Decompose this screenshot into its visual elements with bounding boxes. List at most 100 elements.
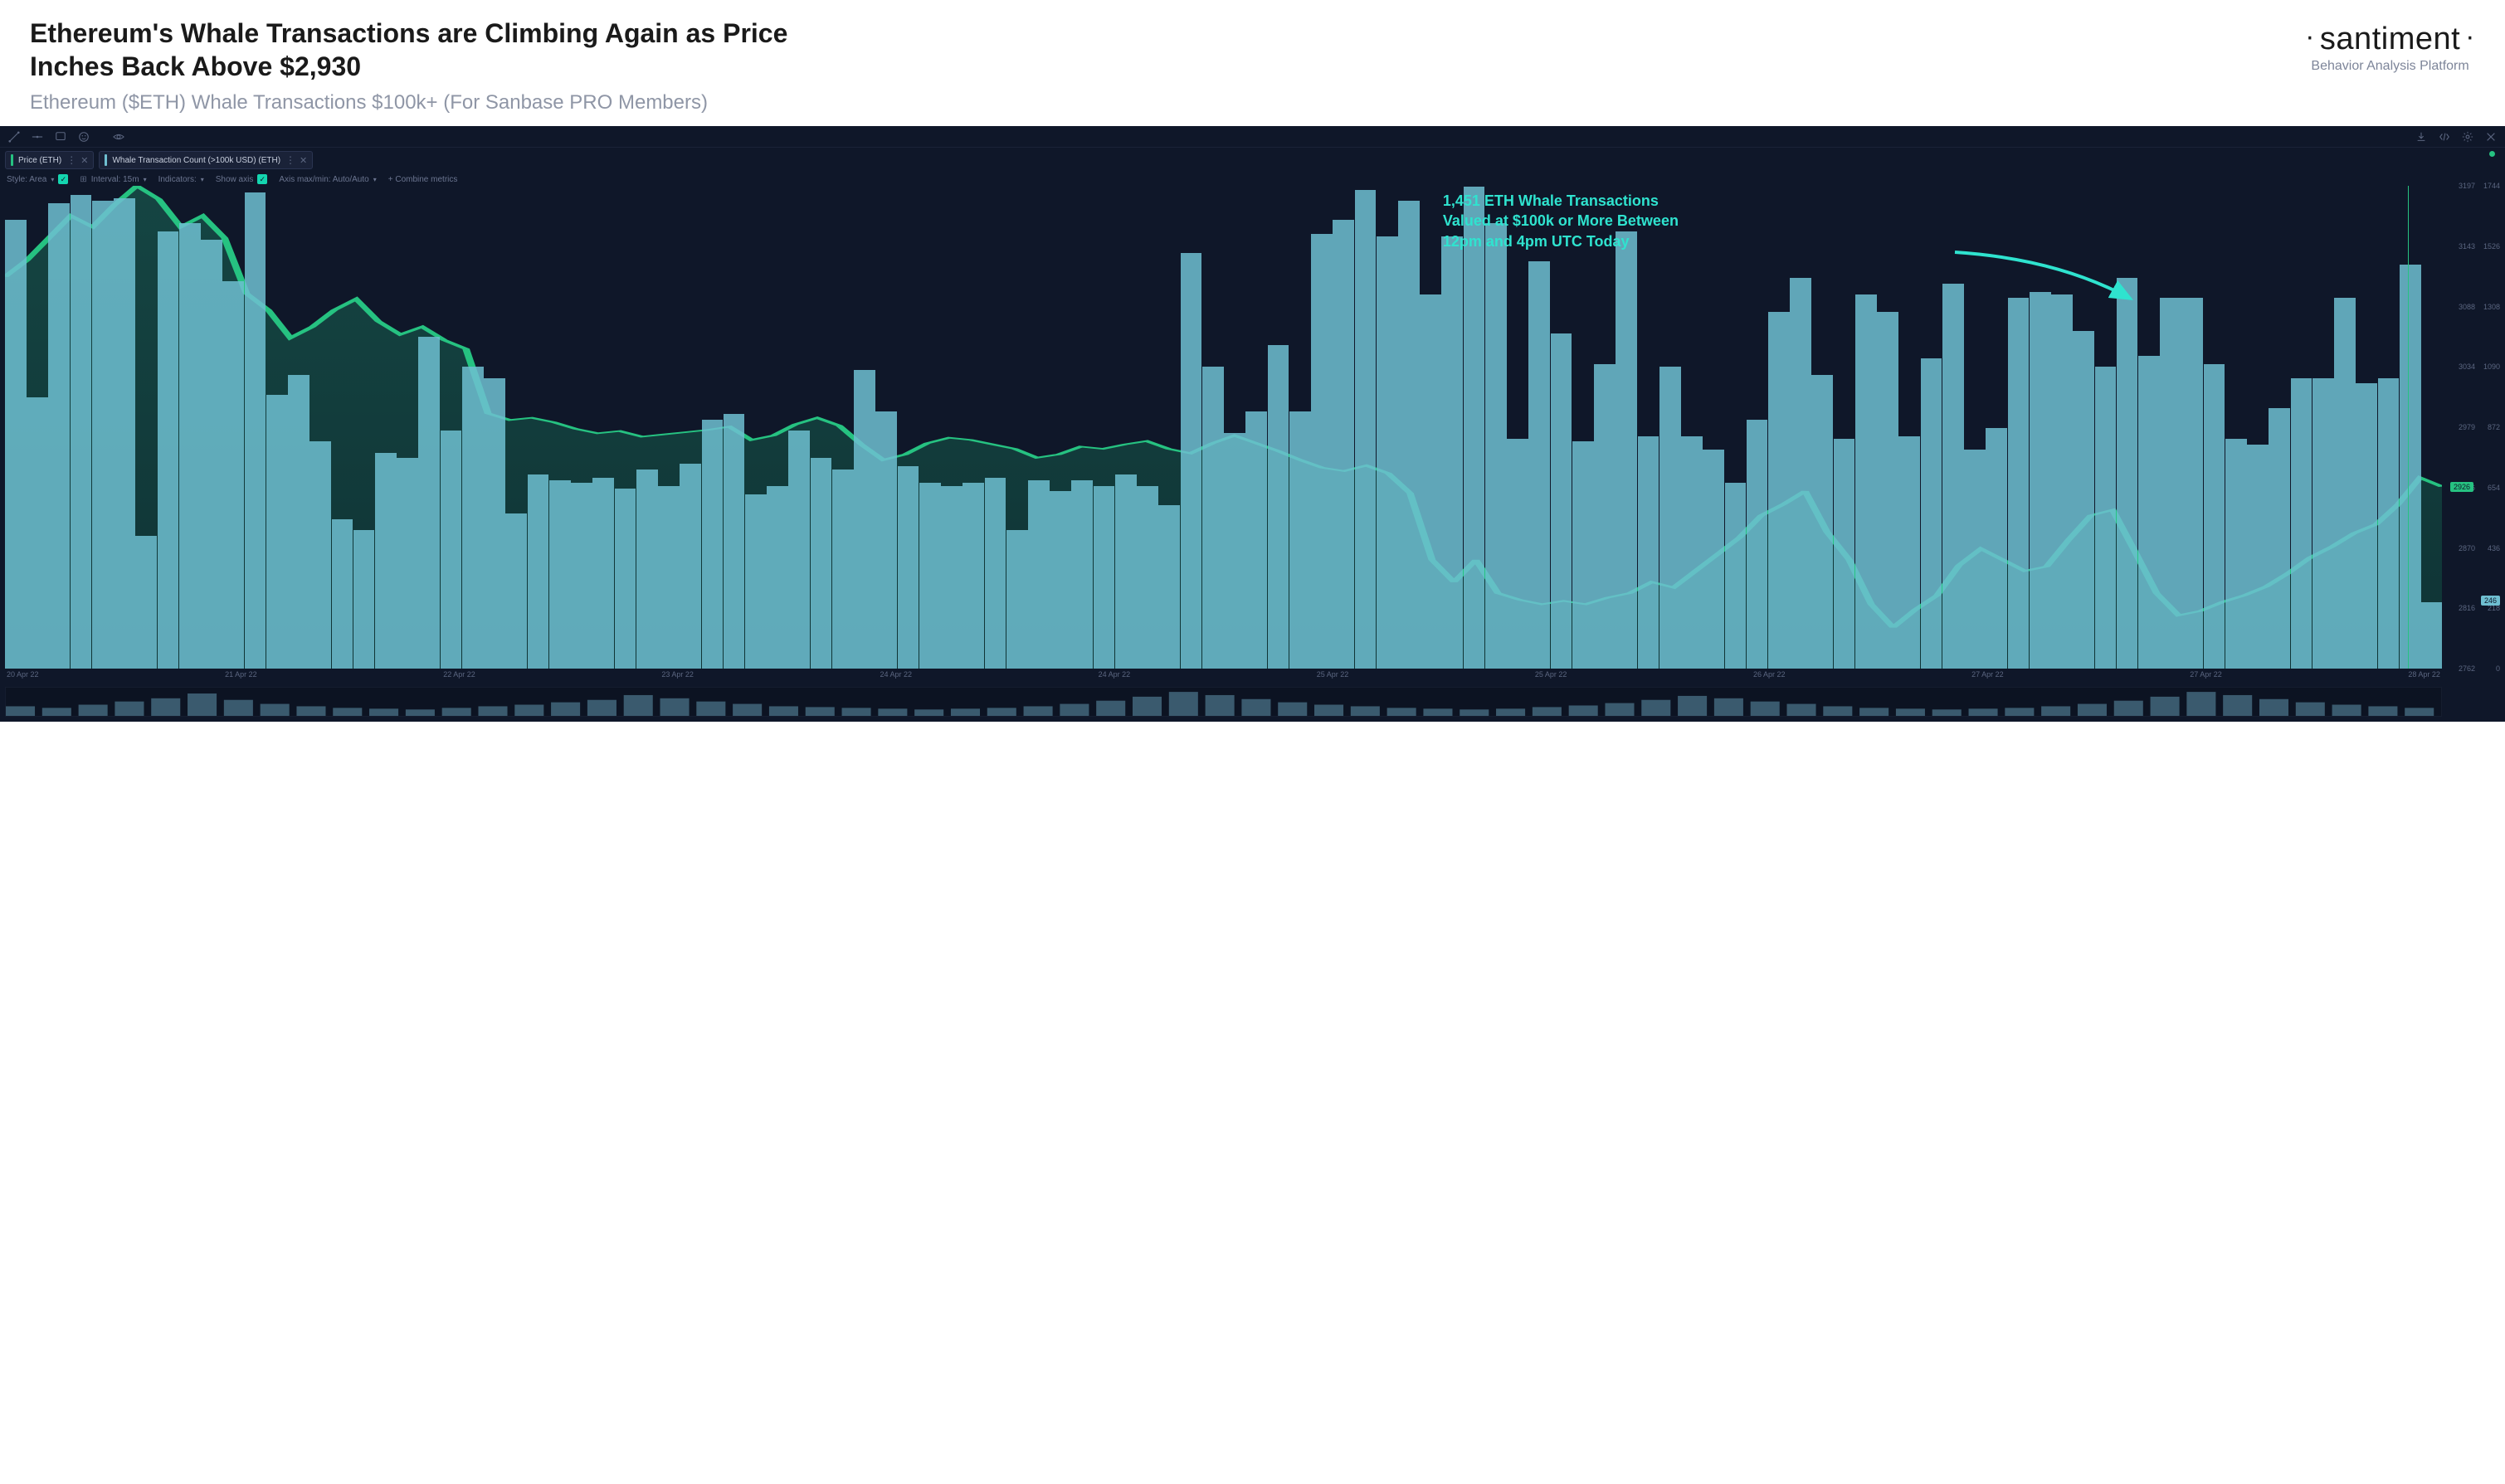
whale-bar (985, 478, 1006, 669)
whale-bar (309, 441, 331, 669)
draw-line-icon[interactable] (8, 131, 20, 143)
whale-bar (2312, 378, 2334, 669)
whale-bar (158, 231, 179, 669)
y-tick-row: 2979872 (2445, 423, 2505, 431)
combine-metrics-button[interactable]: + Combine metrics (388, 175, 458, 184)
metric-pills: Price (ETH) ⋮ ✕ Whale Transaction Count … (0, 148, 2505, 173)
whale-bar (418, 337, 440, 669)
whale-bar (2160, 298, 2181, 669)
pill-close-icon[interactable]: ✕ (80, 155, 88, 166)
whale-bar (1115, 474, 1137, 669)
pill-price[interactable]: Price (ETH) ⋮ ✕ (5, 151, 94, 169)
whale-bar (854, 370, 875, 669)
minimap[interactable] (5, 687, 2442, 717)
whale-tick: 1308 (2475, 303, 2500, 311)
y-tick-row: 30341090 (2445, 362, 2505, 371)
check-icon: ✓ (257, 174, 267, 184)
whale-bar (2073, 331, 2094, 669)
whale-bar (135, 536, 157, 669)
whale-bar (1137, 486, 1158, 669)
price-tick: 2762 (2450, 664, 2475, 673)
whale-bar (288, 375, 309, 669)
whale-bar (1747, 420, 1768, 669)
whale-bar (1834, 439, 1855, 669)
whale-bar (2008, 298, 2030, 669)
whale-bar (1420, 294, 1441, 669)
whale-bar (2334, 298, 2356, 669)
whale-bar (1528, 261, 1550, 669)
annotation-callout: 1,451 ETH Whale Transactions Valued at $… (1443, 191, 1679, 251)
embed-icon[interactable] (2439, 131, 2450, 143)
whale-bar (1028, 480, 1050, 669)
pill-close-icon[interactable]: ✕ (300, 155, 307, 166)
whale-bar (941, 486, 963, 669)
whale-bar (1181, 253, 1202, 669)
whale-bar (1377, 236, 1398, 669)
y-tick-row: 27620 (2445, 664, 2505, 673)
whale-bar (1659, 367, 1681, 669)
whale-bar (1703, 450, 1724, 669)
pill-menu-icon[interactable]: ⋮ (66, 154, 76, 166)
whale-bar (2095, 367, 2117, 669)
close-icon[interactable] (2485, 131, 2497, 143)
whale-bar (397, 458, 418, 669)
price-tick: 3143 (2450, 242, 2475, 251)
whale-bar (71, 195, 92, 669)
whale-bar (266, 395, 288, 669)
logo-text: santiment (2320, 22, 2460, 57)
axisminmax-selector[interactable]: Axis max/min: Auto/Auto▾ (279, 175, 376, 184)
toolbar-right (2415, 131, 2497, 143)
whale-bar (1245, 411, 1267, 669)
horizontal-line-icon[interactable] (32, 131, 43, 143)
whale-current-badge: 246 (2481, 596, 2500, 606)
visibility-icon[interactable] (113, 131, 124, 143)
whale-bar (2181, 298, 2203, 669)
whale-bar (114, 198, 135, 669)
whale-bar (353, 530, 375, 669)
whale-bar (528, 474, 549, 669)
whale-bar (1355, 190, 1377, 669)
whale-bar (222, 281, 244, 669)
whale-bar (811, 458, 832, 669)
price-tick: 3034 (2450, 362, 2475, 371)
whale-bar (505, 513, 527, 669)
whale-bar (245, 192, 266, 669)
settings-icon[interactable] (2462, 131, 2473, 143)
whale-bar (2030, 292, 2051, 669)
whale-bar (179, 223, 201, 669)
whale-bar (788, 431, 810, 669)
whale-tick: 1526 (2475, 242, 2500, 251)
logo-tagline: Behavior Analysis Platform (2305, 59, 2475, 74)
showaxis-toggle[interactable]: Show axis ✓ (216, 174, 268, 184)
chart-container[interactable] (5, 186, 2442, 669)
whale-bar (571, 483, 592, 669)
whale-bar (2400, 265, 2421, 669)
style-selector[interactable]: Style: Area▾ ✓ (7, 174, 68, 184)
whale-bar (1790, 278, 1811, 669)
logo: · santiment · (2305, 22, 2475, 57)
page-subtitle: Ethereum ($ETH) Whale Transactions $100k… (30, 91, 843, 114)
x-tick-label: 27 Apr 22 (2190, 670, 2222, 684)
interval-selector[interactable]: ⊞ Interval: 15m▾ (80, 175, 146, 184)
x-tick-label: 23 Apr 22 (661, 670, 694, 684)
whale-bar (2421, 602, 2442, 669)
whale-bar (1986, 428, 2007, 669)
price-tick: 3088 (2450, 303, 2475, 311)
note-icon[interactable] (55, 131, 66, 143)
whale-bar (919, 483, 941, 669)
indicators-selector[interactable]: Indicators:▾ (158, 175, 204, 184)
whale-bar (1921, 358, 1942, 669)
whale-bar (1507, 439, 1528, 669)
whale-bar (5, 220, 27, 669)
pill-whale[interactable]: Whale Transaction Count (>100k USD) (ETH… (99, 151, 313, 169)
logo-block: · santiment · Behavior Analysis Platform (2305, 17, 2475, 74)
pill-menu-icon[interactable]: ⋮ (285, 154, 295, 166)
emoji-icon[interactable] (78, 131, 90, 143)
pill-swatch (11, 154, 13, 166)
whale-bar (2117, 278, 2138, 669)
annotation-line1: 1,451 ETH Whale Transactions (1443, 191, 1679, 211)
whale-bar (1942, 284, 1964, 669)
download-icon[interactable] (2415, 131, 2427, 143)
header: Ethereum's Whale Transactions are Climbi… (0, 0, 2505, 126)
x-tick-label: 28 Apr 22 (2408, 670, 2440, 684)
